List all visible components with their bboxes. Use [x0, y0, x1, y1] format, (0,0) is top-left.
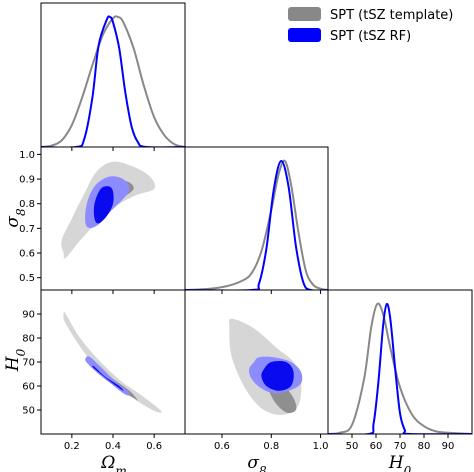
legend-label-template: SPT (tSZ template) [330, 8, 453, 23]
h0-x-tick-label: 60 [370, 441, 383, 452]
h0-x-tick-label: 70 [394, 441, 407, 452]
marginal-omega-m-rf [41, 15, 185, 147]
marginal-sigma8-template [185, 159, 328, 290]
marginal-omega-m-template [41, 15, 185, 147]
x-axis-label-h0: H0 [388, 453, 412, 472]
panel-om_s8 [61, 161, 156, 259]
panel-frame-om_h0 [40, 289, 186, 435]
legend-swatch-rf [288, 28, 321, 42]
marginal-sigma8-rf [185, 160, 328, 290]
contour-rf-inner-om-s8 [93, 186, 114, 224]
panel-frame-s8_s8 [184, 146, 329, 291]
sigma8-y-tick-label: 0.9 [19, 175, 35, 186]
sigma8-y-tick-label: 0.5 [19, 273, 35, 284]
legend-label-rf: SPT (tSZ RF) [330, 29, 411, 44]
marginal-h0-template [328, 302, 472, 434]
h0-y-tick-label: 50 [22, 406, 35, 417]
sigma8-y-tick-label: 0.6 [19, 249, 35, 260]
h0-y-tick-label: 80 [22, 334, 35, 345]
contour-rf-inner-om-h0 [92, 365, 124, 391]
legend: SPT (tSZ template) SPT (tSZ RF) [288, 7, 453, 44]
legend-swatch-template [288, 7, 321, 21]
sigma8-x-tick-label: 0.8 [263, 441, 279, 452]
sigma8-y-tick-label: 1.0 [19, 150, 35, 161]
h0-x-tick-label: 50 [346, 441, 359, 452]
x-axis-label-omega-m: Ωm [100, 453, 127, 472]
h0-y-tick-label: 70 [22, 358, 35, 369]
h0-y-tick-label: 60 [22, 382, 35, 393]
panel-om_h0 [63, 311, 162, 413]
y-axis-label-h0: H0 [3, 348, 28, 372]
y-axis-label-sigma8: σ8 [3, 208, 28, 228]
panels [40, 2, 473, 435]
axis-labels: Ωm σ8 H0 σ8 H0 [3, 208, 412, 472]
x-axis-label-sigma8: σ8 [247, 453, 267, 472]
panel-s8_s8 [185, 159, 328, 290]
tick-labels: 0.2 0.4 0.6 0.6 0.8 1.0 50 60 70 80 90 0.5 0.6 0.7 0.8… [19, 147, 454, 452]
sigma8-x-tick-label: 1.0 [313, 441, 329, 452]
contour-rf-inner-s8-h0 [261, 360, 294, 391]
panel-h0_h0 [328, 302, 472, 434]
sigma8-y-tick-label: 0.8 [19, 199, 35, 210]
h0-x-tick-label: 90 [442, 441, 455, 452]
h0-x-tick-label: 80 [418, 441, 431, 452]
panel-om_om [41, 15, 185, 147]
contour-rf-outer-om-h0 [85, 356, 130, 396]
contour-template-outer-om-h0 [63, 311, 162, 413]
panel-s8_h0 [229, 318, 303, 415]
omega-m-x-tick-label: 0.2 [64, 441, 80, 452]
omega-m-x-tick-label: 0.6 [146, 441, 162, 452]
sigma8-y-tick-label: 0.7 [19, 224, 35, 235]
sigma8-x-tick-label: 0.6 [214, 441, 230, 452]
marginal-h0-rf [328, 302, 472, 434]
h0-y-tick-label: 90 [22, 310, 35, 321]
omega-m-x-tick-label: 0.4 [105, 441, 121, 452]
